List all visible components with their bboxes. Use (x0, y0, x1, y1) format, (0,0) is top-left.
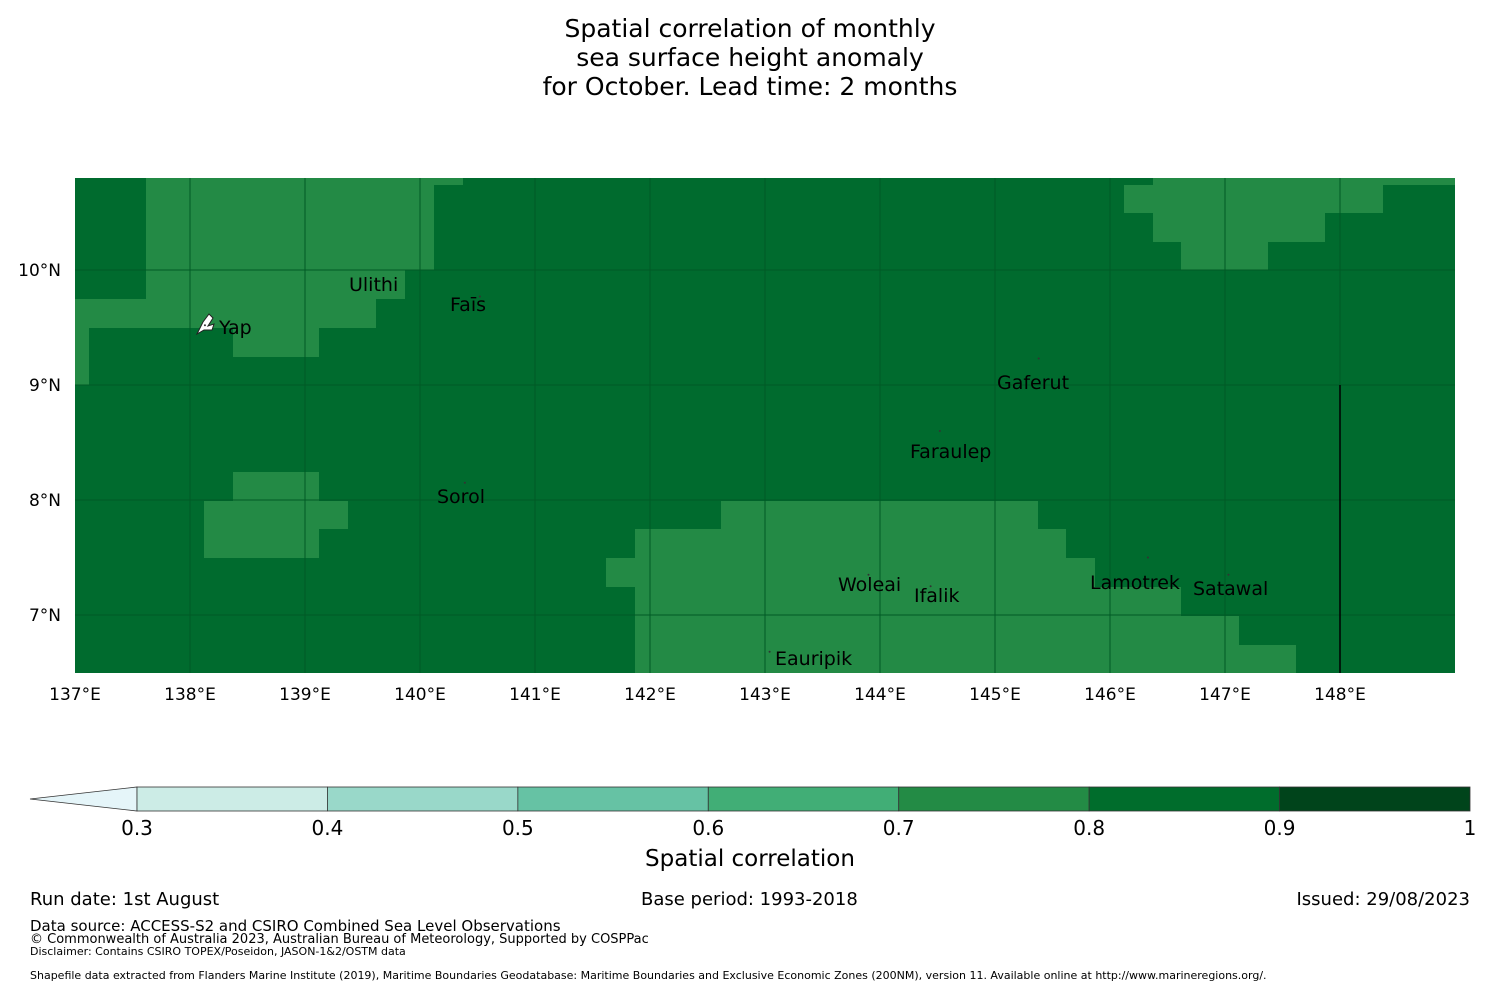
lon-tick-label: 143°E (739, 685, 791, 705)
place-label-ulithi: Ulithi (349, 274, 399, 296)
place-label-faraulep: Faraulep (910, 441, 992, 463)
colorbar-segment (1088, 786, 1280, 812)
latitude-ticks: 10°N 9°N 8°N 7°N (18, 261, 61, 626)
colorbar-segment (898, 786, 1090, 812)
patch-south (606, 501, 1296, 673)
lon-tick-label: 148°E (1314, 685, 1366, 705)
colorbar-tick-label: 0.6 (692, 816, 724, 840)
lat-tick-label: 10°N (18, 261, 61, 281)
place-label-eauripik: Eauripik (775, 648, 853, 670)
lat-tick-label: 7°N (29, 606, 61, 626)
colorbar-label: Spatial correlation (645, 846, 855, 872)
place-label-yap: Yap (219, 317, 252, 339)
map-area (75, 178, 1455, 673)
lon-tick-label: 137°E (49, 685, 101, 705)
copyright: © Commonwealth of Australia 2023, Austra… (30, 932, 649, 947)
lon-tick-label: 138°E (164, 685, 216, 705)
patch-west-edge (75, 299, 146, 357)
yap-island-shape (195, 313, 215, 336)
island-dot (1037, 357, 1040, 360)
colorbar: 0.3 0.4 0.5 0.6 0.7 0.8 0.9 1 (29, 786, 1477, 840)
island-dot (478, 295, 481, 298)
colorbar-tick-label: 0.7 (883, 816, 915, 840)
place-label-sorol: Sorol (437, 486, 485, 508)
lon-tick-label: 142°E (624, 685, 676, 705)
colorbar-segment (327, 786, 519, 812)
island-dot (1146, 556, 1149, 559)
colorbar-extension (29, 786, 138, 812)
place-label-ifalik: Ifalik (914, 585, 960, 607)
place-label-gaferut: Gaferut (997, 372, 1070, 394)
lon-tick-label: 147°E (1199, 685, 1251, 705)
map-title: Spatial correlation of monthly sea surfa… (0, 14, 1500, 101)
longitude-ticks: 137°E 138°E 139°E 140°E 141°E 142°E 143°E 144°E… (49, 685, 1366, 705)
title-line-2: sea surface height anomaly (576, 43, 924, 72)
lon-tick-label: 139°E (279, 685, 331, 705)
colorbar-tick-label: 1 (1464, 816, 1477, 840)
patch-west-strip (75, 357, 89, 385)
island-dot (1227, 573, 1230, 576)
base-period: Base period: 1993-2018 (641, 889, 858, 910)
island-dot (938, 430, 941, 432)
lat-tick-label: 9°N (29, 376, 61, 396)
colorbar-segment (136, 786, 328, 812)
place-label-satawal: Satawal (1193, 578, 1269, 600)
colorbar-tick-label: 0.9 (1264, 816, 1296, 840)
colorbar-tick-label: 0.4 (312, 816, 344, 840)
correlation-patches (75, 178, 1455, 673)
patch-northeast (1124, 178, 1455, 270)
place-label-fais: Faīs (450, 294, 487, 316)
data-source: Data source: ACCESS-S2 and CSIRO Combine… (30, 917, 561, 935)
colorbar-segment (1279, 786, 1471, 812)
island-dot (387, 280, 390, 283)
disclaimer: Disclaimer: Contains CSIRO TOPEX/Poseido… (30, 945, 406, 958)
lon-tick-label: 144°E (854, 685, 906, 705)
island-dots (203, 280, 1230, 653)
island-dot (929, 585, 932, 588)
lon-tick-label: 145°E (969, 685, 1021, 705)
lat-tick-label: 8°N (29, 491, 61, 511)
colorbar-tick-label: 0.5 (502, 816, 534, 840)
island-dot (768, 650, 771, 653)
patch-sorol-west (204, 472, 348, 558)
island-dot (463, 481, 466, 484)
place-label-lamotrek: Lamotrek (1090, 572, 1180, 594)
issued-date: Issued: 29/08/2023 (1296, 889, 1470, 910)
colorbar-tick-label: 0.3 (121, 816, 153, 840)
colorbar-tick-label: 0.8 (1073, 816, 1105, 840)
island-dot (867, 573, 870, 576)
gridlines (75, 178, 1455, 673)
shapefile-credit: Shapefile data extracted from Flanders M… (30, 969, 1267, 982)
colorbar-segment (517, 786, 709, 812)
title-line-3: for October. Lead time: 2 months (542, 72, 958, 101)
lon-tick-label: 140°E (394, 685, 446, 705)
island-dot (203, 324, 206, 327)
title-line-1: Spatial correlation of monthly (564, 14, 936, 43)
run-date: Run date: 1st August (30, 889, 220, 910)
place-label-woleai: Woleai (838, 574, 902, 596)
lon-tick-label: 146°E (1084, 685, 1136, 705)
lon-tick-label: 141°E (509, 685, 561, 705)
colorbar-segment (707, 786, 900, 812)
